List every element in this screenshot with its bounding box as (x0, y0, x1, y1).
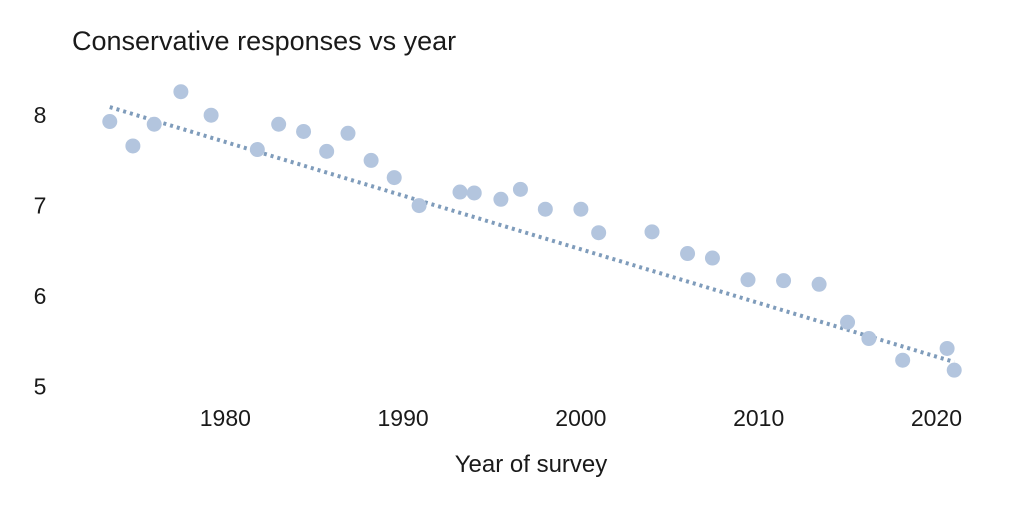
data-point (939, 340, 955, 356)
data-point (319, 143, 335, 159)
trend-line (109, 105, 955, 364)
data-point (591, 225, 607, 241)
x-tick-label: 1980 (200, 405, 251, 431)
data-point (776, 273, 792, 289)
data-point-layer (102, 84, 962, 378)
y-tick-label: 7 (34, 193, 47, 219)
data-point (363, 152, 379, 168)
data-point (466, 185, 482, 201)
x-tick-labels: 1980 1990 2000 2010 2020 (200, 405, 962, 431)
data-point (946, 362, 962, 378)
data-point (146, 116, 162, 132)
data-point (573, 201, 589, 217)
data-point (203, 107, 219, 123)
data-point (173, 84, 189, 100)
data-point (249, 142, 265, 158)
data-point (340, 125, 356, 141)
x-tick-label: 2020 (911, 405, 962, 431)
data-point (493, 191, 509, 207)
x-tick-label: 1990 (378, 405, 429, 431)
y-tick-label: 6 (34, 283, 47, 309)
data-point (102, 114, 118, 130)
data-point (861, 331, 877, 347)
data-point (411, 198, 427, 214)
x-tick-label: 2000 (555, 405, 606, 431)
data-point (680, 246, 696, 262)
y-tick-label: 5 (34, 373, 47, 399)
data-point (840, 314, 856, 330)
trend-line-layer (109, 105, 955, 364)
data-point (537, 201, 553, 217)
data-point (740, 272, 756, 288)
x-tick-label: 2010 (733, 405, 784, 431)
data-point (512, 181, 528, 197)
data-point (125, 138, 141, 154)
data-point (811, 276, 827, 292)
data-point (452, 184, 468, 200)
x-axis-label: Year of survey (455, 451, 608, 478)
data-point (271, 116, 287, 132)
y-tick-label: 8 (34, 102, 47, 128)
y-tick-labels: 5 6 7 8 (34, 102, 47, 399)
chart-title: Conservative responses vs year (72, 26, 457, 56)
data-point (644, 224, 660, 240)
data-point (704, 250, 720, 266)
data-point (895, 352, 911, 368)
data-point (296, 123, 312, 139)
data-point (386, 170, 402, 186)
